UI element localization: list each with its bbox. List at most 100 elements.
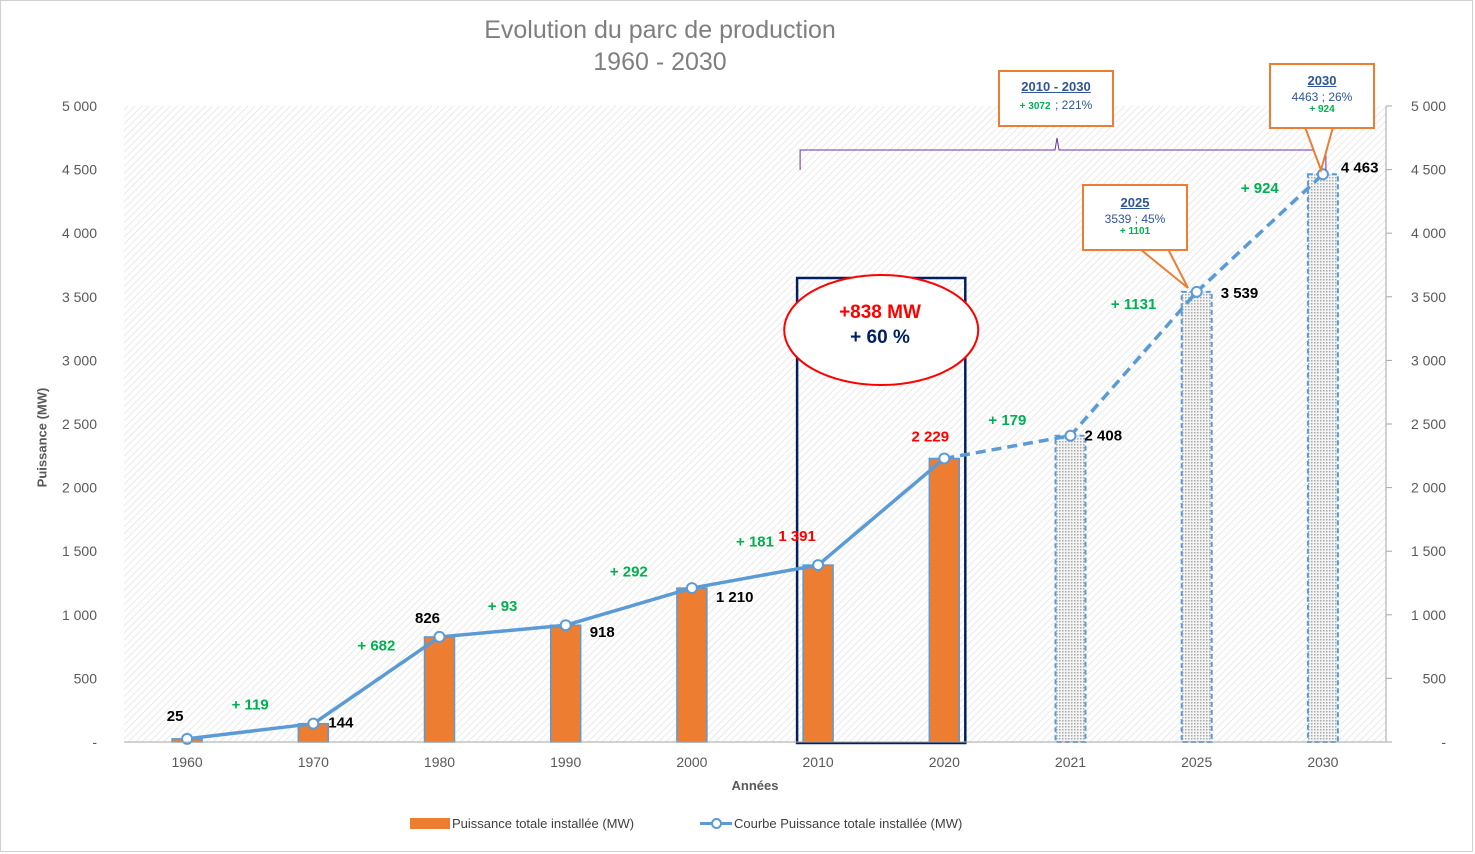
y-tick-label-left: 5 000 xyxy=(62,98,97,114)
increment-label: + 682 xyxy=(357,637,395,654)
y-tick-label-right: 1 500 xyxy=(1411,543,1446,559)
legend-item-bars: Puissance totale installée (MW) xyxy=(410,816,634,831)
y-tick-label-right: 3 500 xyxy=(1411,289,1446,305)
y-tick-label-right: 5 000 xyxy=(1411,98,1446,114)
callout-2025-value: 3539 ; 45% xyxy=(1104,212,1166,226)
x-tick-label: 2000 xyxy=(676,754,707,770)
value-label-1990: 918 xyxy=(590,624,615,641)
y-tick-label-left: 1 000 xyxy=(62,607,97,623)
y-tick-label-right: 1 000 xyxy=(1411,607,1446,623)
chart-title-line2: 1960 - 2030 xyxy=(593,48,727,76)
y-tick-label-left: 4 500 xyxy=(62,162,97,178)
callout-2025-gain: + 1101 xyxy=(1119,226,1151,237)
y-tick-label-left: 500 xyxy=(74,670,98,686)
value-label-1980: 826 xyxy=(415,610,440,627)
x-tick-label: 1990 xyxy=(550,754,581,770)
callout-2010-2030: 2010 - 2030 + 3072 ; 221% xyxy=(998,70,1114,127)
y-tick-label-left: 4 000 xyxy=(62,225,97,241)
increment-label: + 179 xyxy=(988,412,1026,429)
x-tick-label: 2010 xyxy=(803,754,834,770)
y-tick-label-left: 3 500 xyxy=(62,289,97,305)
callout-range-value: ; 221% xyxy=(1054,98,1093,112)
x-tick-label: 2021 xyxy=(1055,754,1086,770)
callout-range-heading: 2010 - 2030 xyxy=(1021,79,1091,94)
line-point-2021 xyxy=(1064,429,1077,442)
legend-label-line: Courbe Puissance totale installée (MW) xyxy=(734,816,963,831)
legend-swatch-line xyxy=(700,818,732,829)
x-tick-label: 2030 xyxy=(1307,754,1338,770)
y-tick-label-right: 3 000 xyxy=(1411,352,1446,368)
highlight-ellipse-text: +838 MW + 60 % xyxy=(782,302,978,349)
y-tick-label-right: 4 000 xyxy=(1411,225,1446,241)
chart-legend: Puissance totale installée (MW) Courbe P… xyxy=(0,816,1475,838)
callout-2030-gain: + 924 xyxy=(1309,104,1335,115)
highlight-mw-label: +838 MW xyxy=(839,302,921,323)
x-axis-title: Années xyxy=(731,778,779,793)
value-label-2000: 1 210 xyxy=(716,589,754,606)
legend-item-line: Courbe Puissance totale installée (MW) xyxy=(700,816,962,831)
y-tick-label-left: - xyxy=(92,734,97,750)
value-label-2030: 4 463 xyxy=(1341,159,1379,176)
x-tick-label: 2020 xyxy=(929,754,960,770)
x-tick-label: 1970 xyxy=(298,754,329,770)
bar-2010 xyxy=(802,564,834,743)
increment-label: + 181 xyxy=(736,534,774,551)
bar-2021 xyxy=(1054,434,1087,743)
y-tick-label-right: 4 500 xyxy=(1411,162,1446,178)
y-tick-label-left: 3 000 xyxy=(62,352,97,368)
y-tick-label-left: 1 500 xyxy=(62,543,97,559)
increment-label: + 292 xyxy=(610,564,648,581)
value-label-2010: 1 391 xyxy=(778,528,816,545)
bar-2020 xyxy=(928,457,961,743)
legend-label-bars: Puissance totale installée (MW) xyxy=(452,816,635,831)
y-tick-label-right: 500 xyxy=(1423,670,1447,686)
bar-1980 xyxy=(423,636,456,743)
callout-2030-value: 4463 ; 26% xyxy=(1291,90,1353,104)
callout-2025: 2025 3539 ; 45% + 1101 xyxy=(1082,184,1188,251)
line-point-2025 xyxy=(1190,285,1203,298)
x-tick-label: 1960 xyxy=(172,754,203,770)
increment-label: + 924 xyxy=(1241,180,1280,197)
value-label-1970: 144 xyxy=(328,715,354,732)
increment-label: + 1131 xyxy=(1111,296,1156,313)
callout-2030-heading: 2030 xyxy=(1307,73,1337,88)
bar-2025 xyxy=(1180,290,1213,743)
highlight-ellipse xyxy=(783,274,980,386)
line-point-2030 xyxy=(1316,168,1329,181)
x-tick-label: 1980 xyxy=(424,754,455,770)
value-label-1960: 25 xyxy=(167,708,184,725)
line-point-1970 xyxy=(307,717,320,730)
y-axis-title: Puissance (MW) xyxy=(34,387,50,488)
callout-2030: 2030 4463 ; 26% + 924 xyxy=(1269,63,1375,129)
line-point-1960 xyxy=(181,732,194,745)
highlight-percent-label: + 60 % xyxy=(850,327,910,348)
x-tick-label: 2025 xyxy=(1181,754,1212,770)
increment-label: + 119 xyxy=(232,696,269,713)
value-label-2025: 3 539 xyxy=(1221,285,1259,302)
chart-title-line1: Evolution du parc de production xyxy=(484,16,836,44)
callout-range-gain: + 3072 xyxy=(1019,101,1051,112)
callout-2030-pointer xyxy=(1304,126,1334,174)
bar-2030 xyxy=(1306,173,1339,743)
line-point-2000 xyxy=(685,582,698,595)
y-tick-label-right: 2 500 xyxy=(1411,416,1446,432)
bar-2000 xyxy=(676,587,708,743)
line-series-projected xyxy=(943,173,1325,461)
line-point-1980 xyxy=(433,630,446,643)
increment-label: + 93 xyxy=(488,598,518,615)
line-point-1990 xyxy=(559,619,572,632)
legend-swatch-bar xyxy=(410,818,450,829)
callout-2025-heading: 2025 xyxy=(1120,195,1150,210)
y-tick-label-right: 2 000 xyxy=(1411,480,1446,496)
bar-1990 xyxy=(549,624,582,743)
value-label-2021: 2 408 xyxy=(1085,428,1123,445)
y-tick-label-left: 2 500 xyxy=(62,416,97,432)
line-point-2010 xyxy=(812,559,825,572)
y-tick-label-left: 2 000 xyxy=(62,480,97,496)
callout-2025-pointer xyxy=(1139,248,1189,289)
value-label-2020: 2 229 xyxy=(912,428,950,445)
y-tick-label-right: - xyxy=(1441,734,1446,750)
line-point-2020 xyxy=(938,452,951,465)
